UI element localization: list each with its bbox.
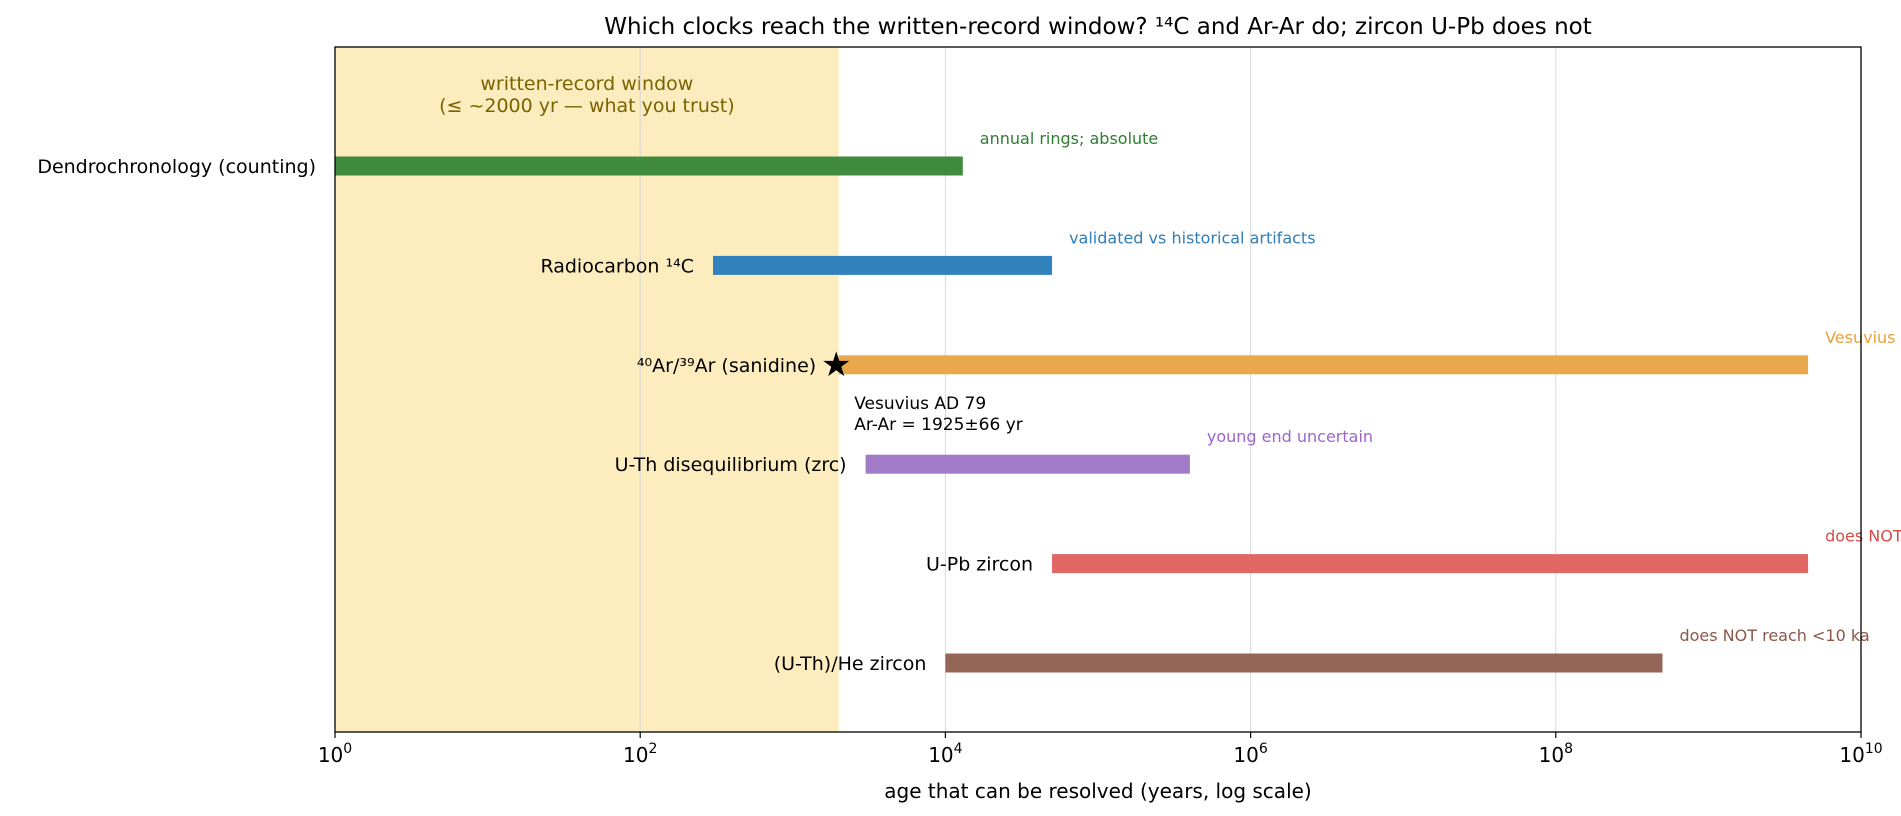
x-tick-exponent: 2: [648, 741, 657, 757]
range-annotation: validated vs historical artifacts: [1069, 228, 1315, 247]
range-bar: [713, 255, 1053, 275]
vesuvius-star-marker: ★: [821, 345, 851, 385]
x-tick-label: 106: [1233, 741, 1267, 767]
method-label: (U-Th)/He zircon: [774, 653, 927, 675]
x-tick-base: 10: [1233, 743, 1258, 767]
method-label: Dendrochronology (counting): [37, 156, 316, 178]
x-tick-label: 102: [623, 741, 657, 767]
range-annotation: does NOT reach <2 ka: [1825, 527, 1901, 546]
range-bar: [335, 156, 963, 176]
x-axis-label: age that can be resolved (years, log sca…: [884, 779, 1311, 803]
x-tick-base: 10: [1539, 743, 1564, 767]
chart-title: Which clocks reach the written-record wi…: [604, 14, 1592, 40]
marker-label-line1: Vesuvius AD 79: [854, 394, 986, 414]
x-tick-label: 104: [928, 741, 962, 767]
range-annotation: does NOT reach <10 ka: [1679, 626, 1869, 645]
x-tick-exponent: 10: [1865, 741, 1883, 757]
x-tick-exponent: 8: [1564, 741, 1573, 757]
x-tick-base: 10: [623, 743, 648, 767]
range-bar: [1052, 554, 1809, 574]
range-bar: [865, 454, 1190, 474]
plot-frame: [334, 46, 1862, 733]
x-tick-label: 108: [1539, 741, 1573, 767]
range-annotation: annual rings; absolute: [980, 129, 1158, 148]
method-label: U-Pb zircon: [926, 554, 1033, 576]
method-label: Radiocarbon ¹⁴C: [540, 255, 694, 277]
method-label: U-Th disequilibrium (zrc): [615, 454, 847, 476]
marker-label-line2: Ar-Ar = 1925±66 yr: [854, 415, 1023, 435]
x-tick-label: 100: [318, 741, 352, 767]
method-label: ⁴⁰Ar/³⁹Ar (sanidine): [637, 355, 816, 377]
range-annotation: Vesuvius AD 79 ✓ (1925±66 yr): [1825, 328, 1901, 347]
range-annotation: young end uncertain: [1207, 427, 1373, 446]
x-tick-base: 10: [318, 743, 343, 767]
window-label-line1: written-record window: [480, 73, 693, 95]
x-tick-exponent: 0: [343, 741, 352, 757]
x-tick-label: 1010: [1839, 741, 1882, 767]
range-bar: [945, 653, 1663, 673]
written-record-window: [335, 47, 839, 732]
x-tick-exponent: 6: [1259, 741, 1268, 757]
range-bar: [838, 355, 1809, 375]
window-label-line2: (≤ ~2000 yr — what you trust): [439, 95, 735, 117]
x-tick-base: 10: [1839, 743, 1864, 767]
x-tick-exponent: 4: [954, 741, 963, 757]
x-tick-base: 10: [928, 743, 953, 767]
